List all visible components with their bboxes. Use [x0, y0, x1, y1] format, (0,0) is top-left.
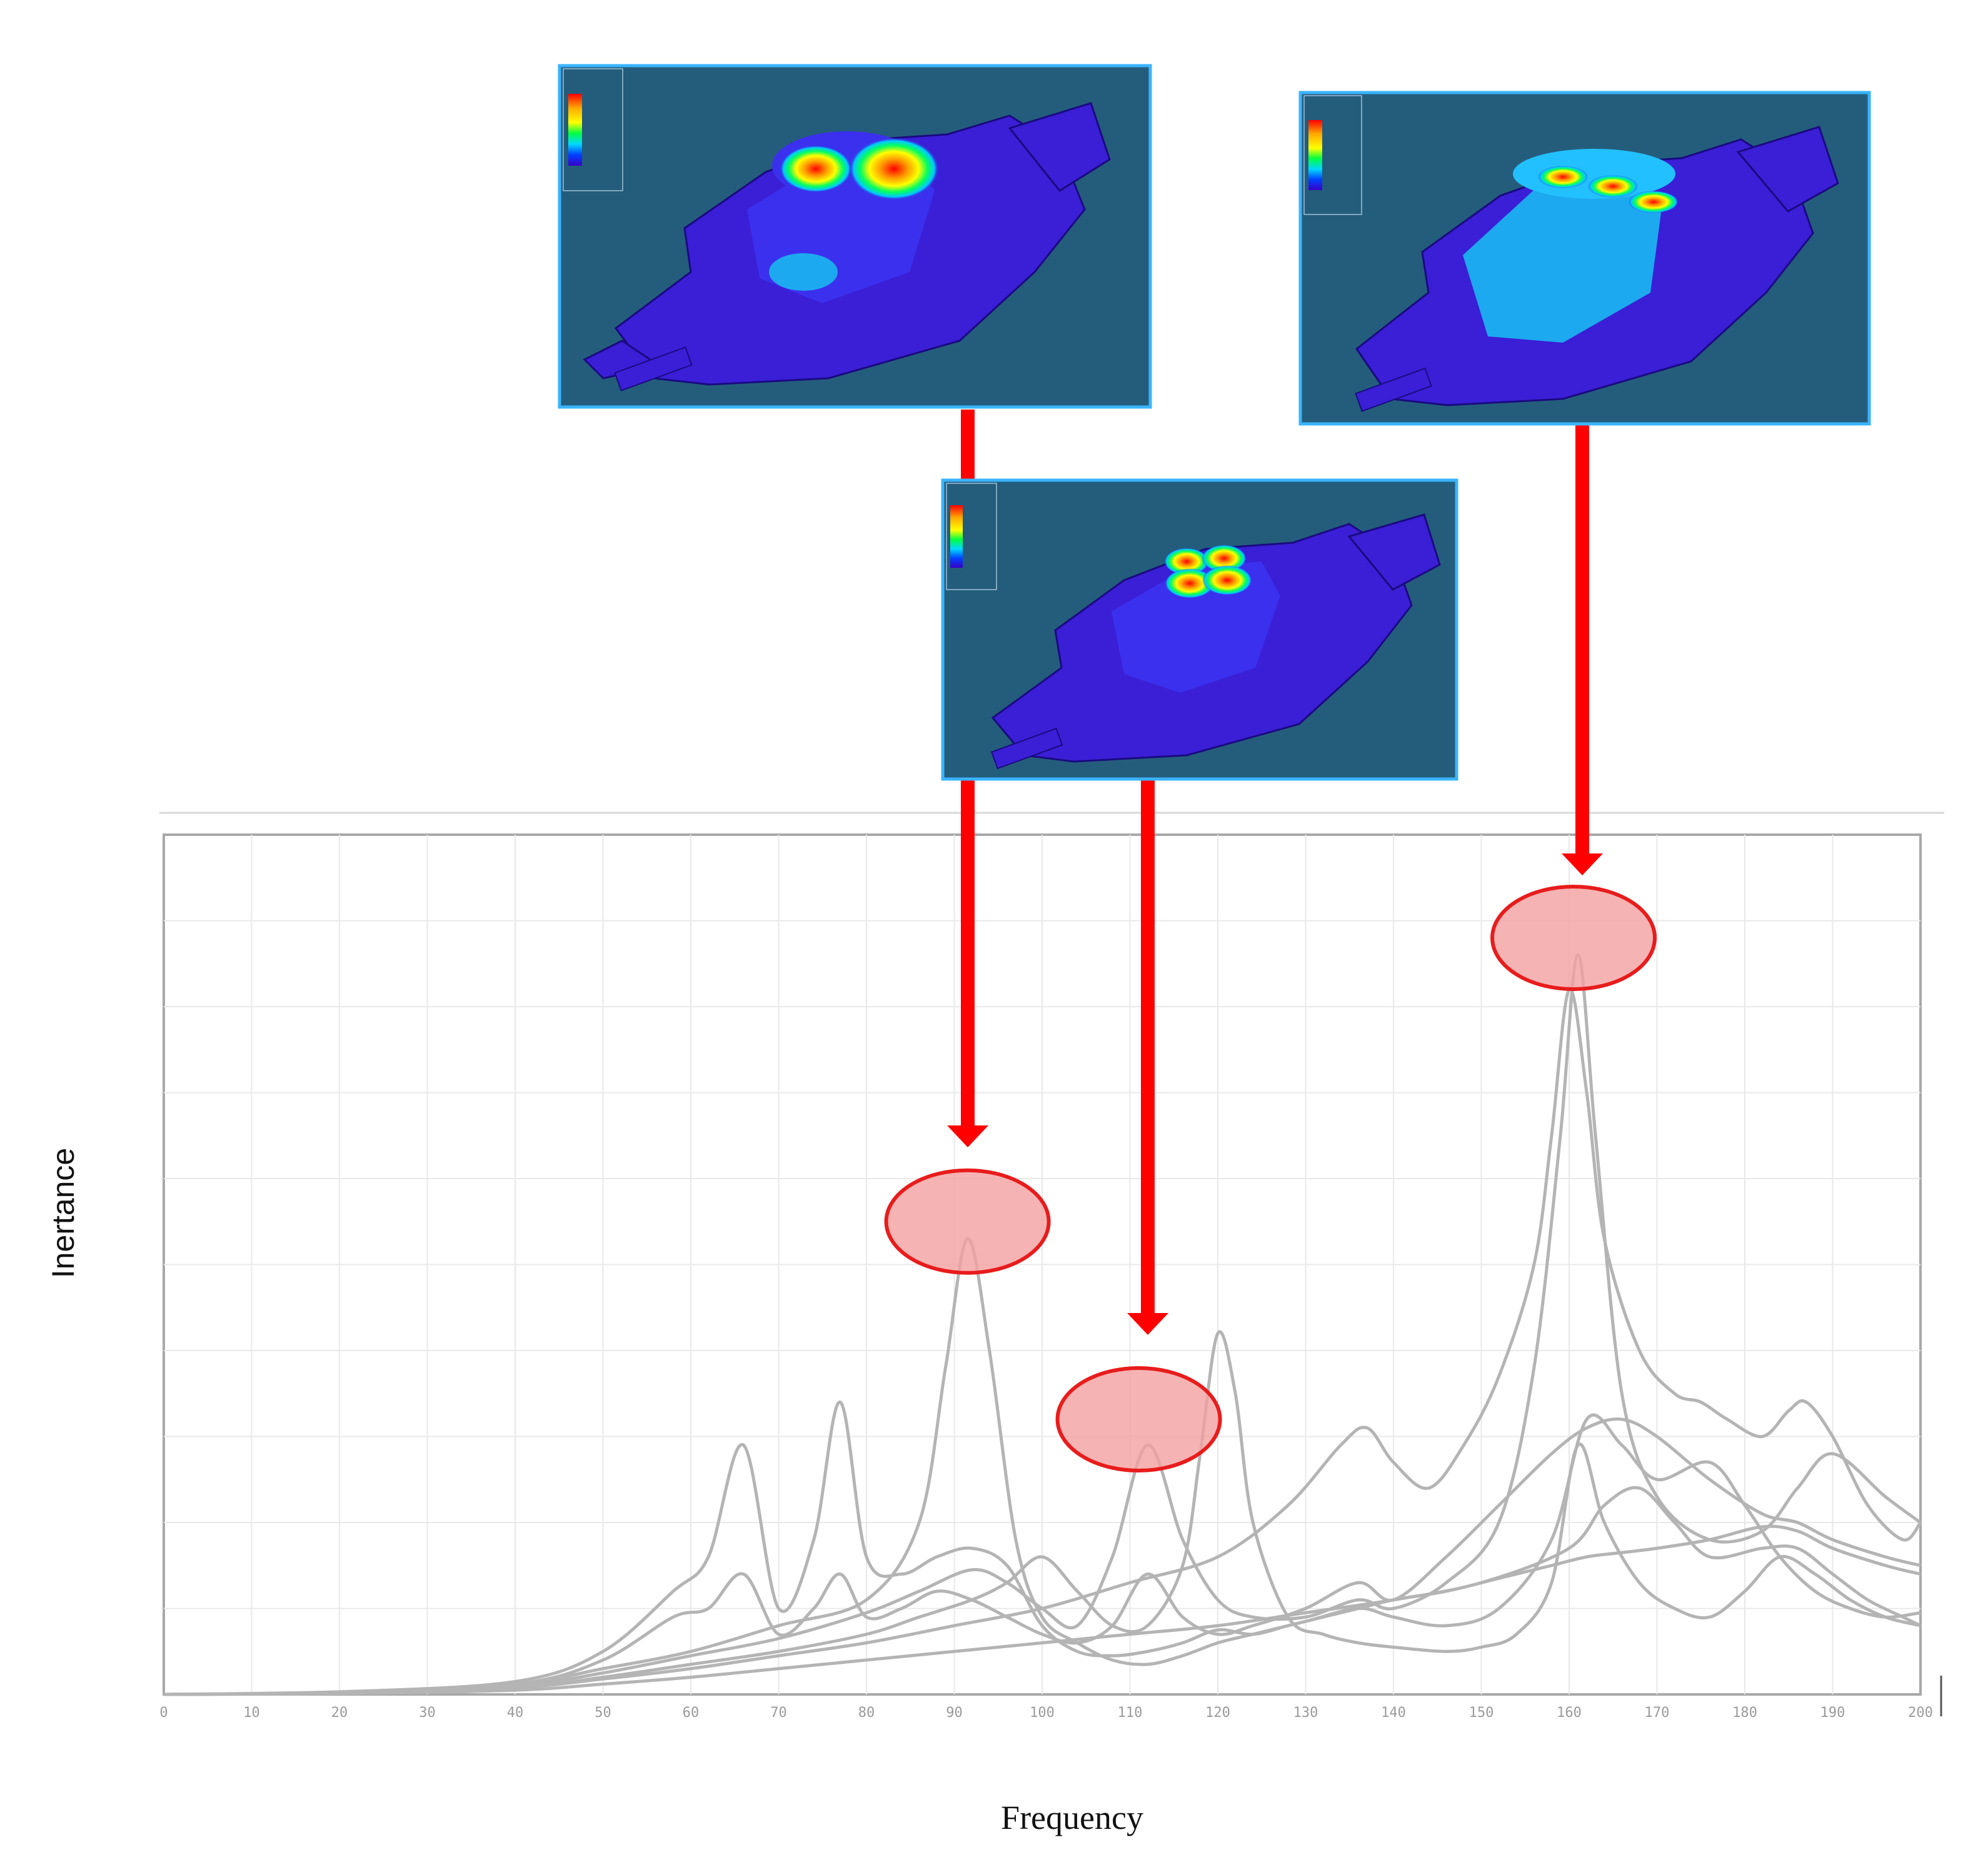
car-body-shape — [1355, 126, 1839, 412]
arrow-mode-111hz — [1127, 778, 1168, 1335]
x-tick-label: 50 — [595, 1705, 611, 1721]
x-axis-title: Frequency — [1001, 1799, 1143, 1836]
x-tick-label: 30 — [419, 1705, 436, 1721]
x-tick-label: 200 — [1908, 1705, 1933, 1721]
x-tick-label: 170 — [1645, 1705, 1670, 1721]
x-tick-label: 10 — [243, 1705, 260, 1721]
peak-highlight-2 — [1055, 1366, 1222, 1472]
x-tick-labels: 0 10 20 30 40 50 60 70 80 90 100 110 120 130 140 150 160… — [159, 1705, 1933, 1721]
x-tick-label: 90 — [946, 1705, 963, 1721]
x-tick-label: 20 — [331, 1705, 348, 1721]
plot-area: 0 10 20 30 40 50 60 70 80 90 100 110 120 130 140 150 160… — [159, 833, 1942, 1721]
peak-highlight-3 — [1490, 885, 1657, 991]
series-group — [163, 954, 1922, 1696]
x-tick-label: 130 — [1293, 1705, 1318, 1721]
x-tick-label: 80 — [858, 1705, 875, 1721]
series-line-6 — [163, 987, 1922, 1696]
arrow-mode-160hz — [1562, 425, 1603, 875]
x-tick-label: 0 — [159, 1705, 168, 1721]
series-line-3 — [163, 1237, 1921, 1696]
car-body-shape — [583, 102, 1111, 391]
x-tick-label: 190 — [1820, 1705, 1845, 1721]
x-tick-label: 110 — [1118, 1705, 1143, 1721]
series-line-5 — [163, 1330, 1921, 1696]
mode-shape-image-111hz — [941, 478, 1458, 781]
x-tick-label: 40 — [507, 1705, 524, 1721]
x-tick-label: 100 — [1030, 1705, 1055, 1721]
x-tick-label: 180 — [1732, 1705, 1757, 1721]
grid — [164, 835, 1920, 1694]
x-tick-label: 70 — [770, 1705, 787, 1721]
series-line-2 — [163, 1417, 1921, 1696]
mode-shape-image-92hz — [558, 64, 1152, 409]
y-axis-title: Inertance — [46, 1148, 81, 1278]
x-tick-label: 120 — [1205, 1705, 1230, 1721]
peak-highlight-1 — [884, 1168, 1051, 1275]
x-tick-label: 140 — [1381, 1705, 1406, 1721]
peak-highlights — [884, 885, 1657, 1472]
series-line-1 — [163, 1400, 1921, 1696]
car-body-shape — [990, 513, 1441, 770]
mode-shape-image-160hz — [1298, 91, 1871, 426]
x-tick-label: 150 — [1469, 1705, 1494, 1721]
x-tick-label: 160 — [1557, 1705, 1582, 1721]
series-line-4 — [163, 954, 1922, 1696]
x-tick-label: 60 — [683, 1705, 700, 1721]
series-line-7 — [163, 1486, 1922, 1696]
